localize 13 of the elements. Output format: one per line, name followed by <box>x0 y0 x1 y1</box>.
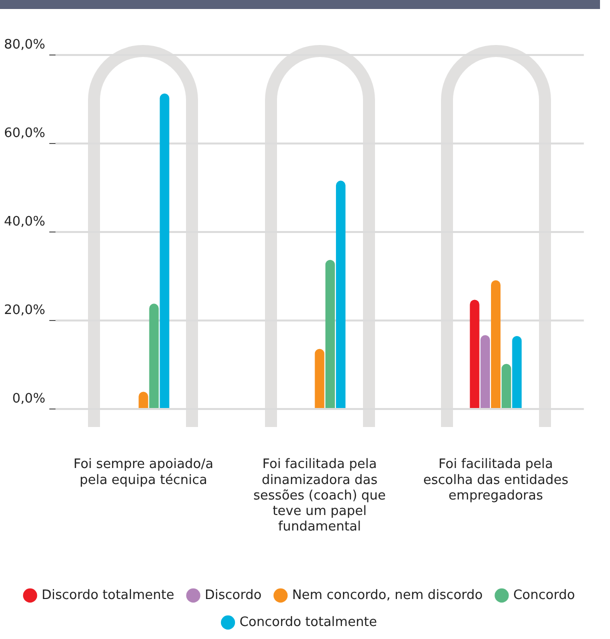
y-tick-label: 60,0% <box>4 126 46 141</box>
legend-label: Discordo <box>204 588 262 603</box>
y-tick-label: 20,0% <box>4 302 46 318</box>
x-tick-label: Foi facilitada pela dinamizadora das sessões (coach) que teve um papel fundamental <box>253 457 386 535</box>
y-tick-label: 40,0% <box>4 214 46 230</box>
legend-label: Concordo <box>513 588 575 603</box>
x-tick-label: Foi facilitada pela escolha das entidades empregadoras <box>423 457 569 504</box>
y-tick-label: 80,0% <box>4 37 46 52</box>
y-tick-label: 0,0% <box>12 391 46 406</box>
legend-label: Concordo totalmente <box>239 614 378 630</box>
legend-label: Discordo totalmente <box>42 588 174 603</box>
legend-label: Nem concordo, nem discordo <box>292 588 483 603</box>
x-tick-label: Foi sempre apoiado/a pela equipa técnica <box>73 457 214 488</box>
